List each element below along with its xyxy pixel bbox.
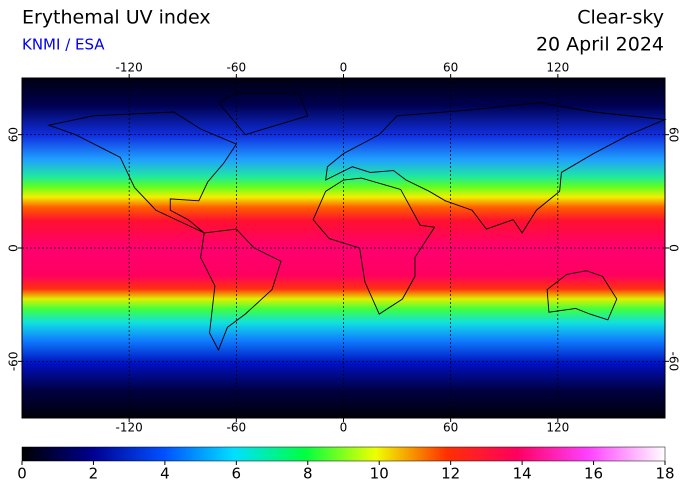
lon-tick-label: 120 <box>546 61 569 75</box>
coastline <box>47 111 238 234</box>
lon-tick-label: -120 <box>116 61 143 75</box>
lon-tick-label: 120 <box>546 421 569 435</box>
mode: Clear-sky <box>577 7 664 29</box>
colorbar-tick-label: 18 <box>655 465 674 483</box>
colorbar-tick-label: 2 <box>89 465 99 483</box>
lon-tick-label: 60 <box>443 421 458 435</box>
graticule <box>22 78 665 418</box>
lon-tick-label: 0 <box>340 61 348 75</box>
colorbar-tick-label: 6 <box>232 465 242 483</box>
lon-tick-label: -60 <box>227 421 247 435</box>
colorbar-tick-label: 14 <box>513 465 532 483</box>
coastlines <box>47 92 667 352</box>
lat-tick-label: -60 <box>7 352 21 372</box>
source: KNMI / ESA <box>22 36 105 54</box>
date: 20 April 2024 <box>536 34 664 56</box>
lat-tick-label: 0 <box>7 244 21 252</box>
lon-tick-label: -60 <box>227 61 247 75</box>
colorbar-tick-label: 12 <box>441 465 460 483</box>
coastline <box>200 228 282 352</box>
lat-tick-label: 60 <box>7 127 21 142</box>
coastline <box>217 92 309 136</box>
colorbar-tick-label: 16 <box>584 465 603 483</box>
lon-tick-label: 60 <box>443 61 458 75</box>
colorbar-tick-label: 8 <box>303 465 313 483</box>
colorbar-tick-label: 0 <box>17 465 27 483</box>
lat-tick-label: -60 <box>667 352 681 372</box>
title: Erythemal UV index <box>22 7 211 29</box>
lat-tick-label: 0 <box>667 244 681 252</box>
lon-tick-label: -120 <box>116 421 143 435</box>
colorbar-tick-label: 4 <box>160 465 170 483</box>
coastline <box>325 102 667 234</box>
colorbar <box>21 446 666 462</box>
lat-tick-label: 60 <box>667 127 681 142</box>
coastline <box>312 177 436 315</box>
colorbar-tick-label: 10 <box>370 465 389 483</box>
coastline <box>546 270 618 321</box>
lon-tick-label: 0 <box>340 421 348 435</box>
